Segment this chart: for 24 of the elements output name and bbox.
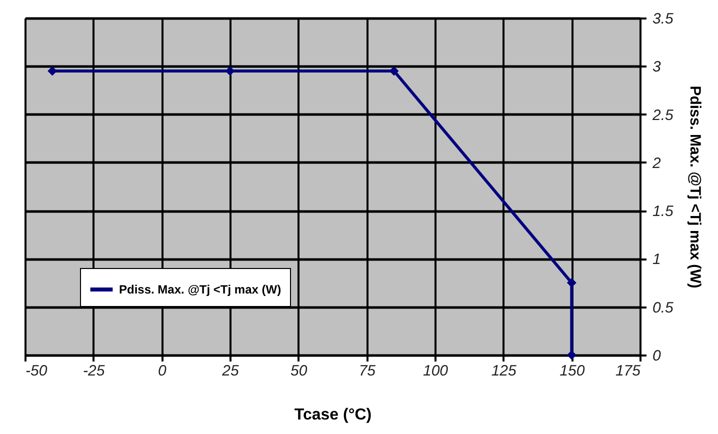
y-tick-label: 0 <box>652 348 662 364</box>
y-tick-label: 2 <box>652 154 662 172</box>
x-tick-label: 175 <box>615 362 642 380</box>
x-tick-label: 125 <box>491 362 517 380</box>
x-axis-title: Tcase (°C) <box>294 406 372 424</box>
y-axis-title: Pdiss. Max. @Tj <Tj max (W) <box>686 86 704 288</box>
y-tick-label: 1 <box>652 251 661 268</box>
x-tick-label: 25 <box>221 362 240 380</box>
x-tick-label: -25 <box>82 362 106 380</box>
y-tick-label: 3 <box>652 58 662 76</box>
y-tick-label: 1.5 <box>652 203 674 220</box>
point <box>389 66 399 76</box>
y-tick-label: 0.5 <box>652 299 674 316</box>
x-tick-label: 150 <box>560 362 586 380</box>
y-tick-label: 3.5 <box>652 10 674 28</box>
x-tick-label: 0 <box>158 362 167 380</box>
x-tick-label: -50 <box>26 362 48 380</box>
x-tick-label: 75 <box>358 362 376 380</box>
x-tick-label: 100 <box>422 362 449 380</box>
legend-label: Pdiss. Max. @Tj <Tj max (W) <box>119 282 282 296</box>
x-tick-label: 50 <box>290 362 308 380</box>
point <box>566 278 576 288</box>
y-tick-label: 2.5 <box>652 106 674 124</box>
point <box>225 66 235 76</box>
